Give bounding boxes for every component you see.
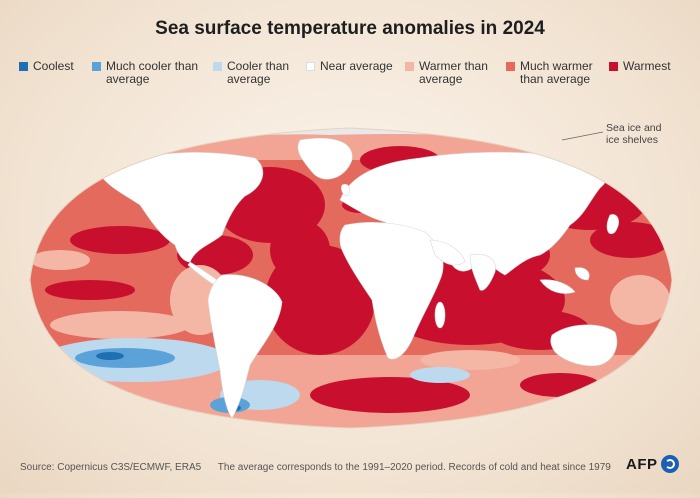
legend-swatch [609, 62, 618, 71]
japan [606, 214, 619, 235]
sea-ice-annotation: Sea ice and ice shelves [606, 122, 662, 146]
globe-outline [29, 127, 673, 429]
legend: Coolest Much cooler than average Cooler … [0, 60, 700, 90]
legend-label: Near average [320, 59, 393, 73]
legend-label: Much warmer than average [520, 59, 593, 86]
arabia [429, 239, 466, 266]
antarctica [30, 427, 672, 428]
north-america [99, 152, 264, 263]
greenland [297, 137, 353, 180]
indonesia [539, 279, 576, 294]
sea-ice-north [30, 128, 672, 165]
legend-item-near-average: Near average [306, 60, 393, 73]
madagascar [434, 301, 446, 329]
uk [341, 183, 350, 197]
legend-label: Warmest [623, 59, 671, 73]
legend-label: Coolest [33, 59, 74, 73]
africa [339, 222, 444, 360]
legend-swatch [19, 62, 28, 71]
legend-item-coolest: Coolest [19, 60, 74, 73]
afp-logo-text: AFP [626, 455, 658, 473]
footer-source: Source: Copernicus C3S/ECMWF, ERA5 [20, 462, 202, 473]
legend-swatch [506, 62, 515, 71]
legend-swatch [92, 62, 101, 71]
legend-item-much-warmer: Much warmer than average [506, 60, 593, 86]
australia [550, 324, 618, 367]
legend-item-cooler: Cooler than average [213, 60, 289, 86]
legend-label: Cooler than average [227, 59, 290, 86]
legend-swatch [405, 62, 414, 71]
philippines [574, 267, 590, 281]
legend-label: Much cooler than average [106, 59, 199, 86]
legend-item-warmest: Warmest [609, 60, 671, 73]
legend-swatch [306, 62, 315, 71]
new-zealand [638, 369, 646, 385]
footer-note: The average corresponds to the 1991–2020… [217, 462, 611, 473]
legend-label: Warmer than average [419, 59, 488, 86]
legend-item-much-cooler: Much cooler than average [92, 60, 198, 86]
map-title: Sea surface temperature anomalies in 202… [155, 18, 545, 39]
afp-logo: AFP [626, 455, 679, 473]
afp-logo-icon [660, 455, 679, 473]
legend-swatch [213, 62, 222, 71]
legend-item-warmer: Warmer than average [405, 60, 488, 86]
india [469, 253, 496, 291]
footer: Source: Copernicus C3S/ECMWF, ERA5 The a… [20, 462, 625, 473]
sea-ice-leader-line [561, 131, 604, 141]
